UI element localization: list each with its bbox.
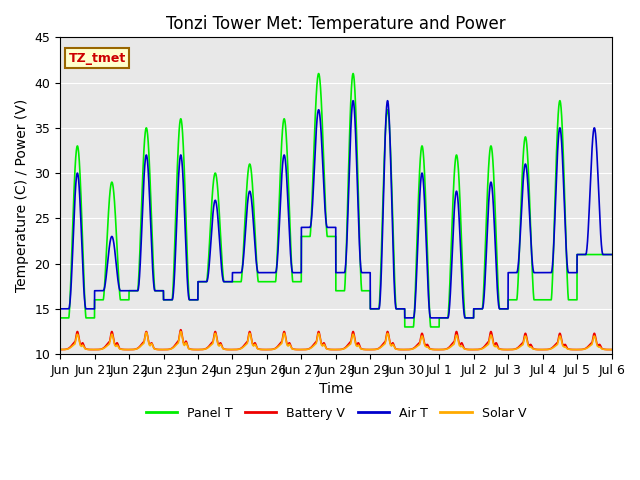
Air T xyxy=(401,315,408,321)
Air T xyxy=(349,98,357,104)
Air T xyxy=(515,263,522,268)
Solar V xyxy=(529,346,536,351)
Panel T xyxy=(386,132,394,137)
Battery V xyxy=(177,327,184,333)
Panel T xyxy=(515,276,522,281)
Panel T xyxy=(356,259,364,265)
Air T xyxy=(56,306,64,312)
Panel T xyxy=(315,71,323,76)
Battery V xyxy=(529,345,536,350)
Battery V xyxy=(356,344,364,350)
Battery V xyxy=(56,347,64,352)
Air T xyxy=(386,132,394,137)
Solar V xyxy=(435,347,443,352)
Air T xyxy=(529,261,536,267)
Line: Panel T: Panel T xyxy=(60,73,611,327)
Solar V xyxy=(56,347,64,352)
Battery V xyxy=(515,345,522,350)
Battery V xyxy=(435,347,443,352)
Battery V xyxy=(386,339,394,345)
Solar V xyxy=(177,329,184,335)
Solar V xyxy=(607,347,615,352)
Panel T xyxy=(56,315,64,321)
Solar V xyxy=(487,332,495,338)
Battery V xyxy=(171,343,179,348)
Air T xyxy=(356,258,364,264)
Solar V xyxy=(515,345,522,351)
Line: Air T: Air T xyxy=(60,101,611,318)
Y-axis label: Temperature (C) / Power (V): Temperature (C) / Power (V) xyxy=(15,99,29,292)
Solar V xyxy=(356,345,364,351)
Panel T xyxy=(487,144,495,149)
Solar V xyxy=(171,344,179,349)
Panel T xyxy=(529,273,536,278)
Line: Battery V: Battery V xyxy=(60,330,611,349)
Line: Solar V: Solar V xyxy=(60,332,611,349)
Panel T xyxy=(607,252,615,257)
Text: TZ_tmet: TZ_tmet xyxy=(68,51,125,65)
Battery V xyxy=(607,347,615,352)
Legend: Panel T, Battery V, Air T, Solar V: Panel T, Battery V, Air T, Solar V xyxy=(141,402,531,424)
Panel T xyxy=(401,324,408,330)
Title: Tonzi Tower Met: Temperature and Power: Tonzi Tower Met: Temperature and Power xyxy=(166,15,506,33)
X-axis label: Time: Time xyxy=(319,383,353,396)
Solar V xyxy=(386,340,394,346)
Battery V xyxy=(487,329,495,335)
Panel T xyxy=(171,251,179,256)
Air T xyxy=(607,252,615,257)
Air T xyxy=(171,274,179,279)
Air T xyxy=(487,180,495,185)
